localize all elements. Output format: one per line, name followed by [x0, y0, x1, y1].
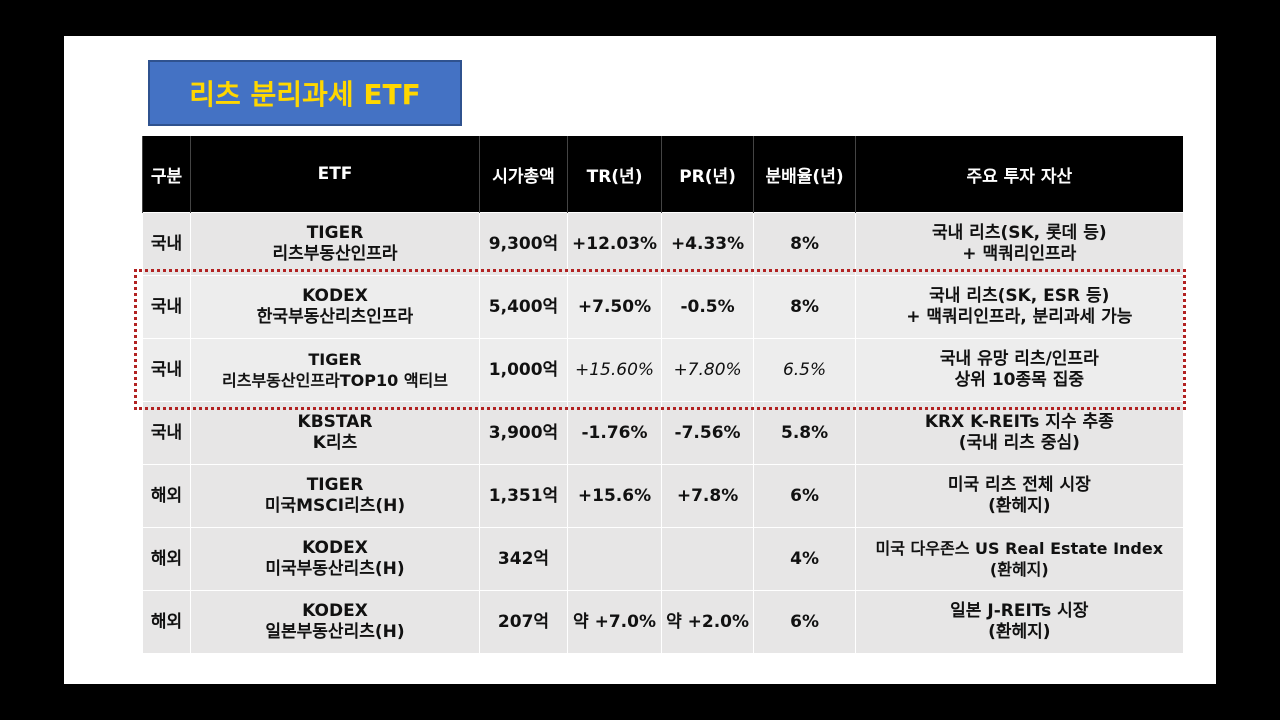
cell-assets: 국내 리츠(SK, 롯데 등) + 맥쿼리인프라 — [855, 212, 1183, 276]
header-pr: PR(년) — [661, 136, 754, 213]
asset-line-1: KRX K-REITs 지수 추종 — [924, 412, 1114, 432]
cell-etf: TIGER 리츠부동산인프라 — [190, 212, 480, 276]
etf-name: 리츠부동산인프라 — [272, 244, 398, 264]
table-row: 국내 KODEX 한국부동산리츠인프라 5,400억 +7.50% -0.5% 8… — [142, 275, 1183, 339]
cell-etf: KODEX 미국부동산리츠(H) — [190, 527, 480, 591]
cell-tr: -1.76% — [566, 401, 662, 465]
table-row: 국내 TIGER 리츠부동산인프라 9,300억 +12.03% +4.33% 8… — [142, 212, 1183, 276]
cell-assets: KRX K-REITs 지수 추종 (국내 리츠 중심) — [855, 401, 1183, 465]
cell-distribution: 5.8% — [753, 401, 856, 465]
cell-tr — [566, 527, 662, 591]
etf-brand: TIGER — [306, 475, 364, 495]
asset-line-1: 일본 J-REITs 시장 — [950, 601, 1089, 621]
etf-table: 구분 ETF 시가총액 TR(년) PR(년) 분배율(년) 주요 투자 자산 … — [142, 136, 1183, 653]
etf-name: 미국MSCI리츠(H) — [264, 496, 406, 516]
asset-line-1: 국내 유망 리츠/인프라 — [939, 349, 1099, 369]
cell-distribution: 8% — [753, 212, 856, 276]
cell-pr: -7.56% — [661, 401, 754, 465]
cell-tr: 약 +7.0% — [566, 590, 662, 653]
title-box: 리츠 분리과세 ETF — [148, 60, 462, 126]
cell-region: 해외 — [142, 464, 191, 528]
etf-brand: KBSTAR — [297, 412, 373, 432]
cell-distribution: 8% — [753, 275, 856, 339]
cell-market-cap: 207억 — [479, 590, 568, 653]
cell-etf: KODEX 한국부동산리츠인프라 — [190, 275, 480, 339]
cell-region: 국내 — [142, 401, 191, 465]
cell-assets: 미국 다우존스 US Real Estate Index (환헤지) — [855, 527, 1183, 591]
etf-brand: KODEX — [302, 538, 368, 558]
slide-title: 리츠 분리과세 ETF — [189, 78, 421, 111]
cell-pr: +7.8% — [661, 464, 754, 528]
cell-region: 국내 — [142, 275, 191, 339]
cell-pr: 약 +2.0% — [661, 590, 754, 653]
cell-pr — [661, 527, 754, 591]
asset-line-2: (국내 리츠 중심) — [958, 433, 1080, 453]
cell-region: 해외 — [142, 527, 191, 591]
header-market-cap: 시가총액 — [479, 136, 568, 213]
cell-region: 국내 — [142, 212, 191, 276]
cell-pr: +7.80% — [661, 338, 754, 402]
cell-assets: 국내 리츠(SK, ESR 등) + 맥쿼리인프라, 분리과세 가능 — [855, 275, 1183, 339]
cell-region: 국내 — [142, 338, 191, 402]
etf-name: K리츠 — [312, 433, 358, 453]
cell-pr: -0.5% — [661, 275, 754, 339]
asset-line-1: 미국 리츠 전체 시장 — [947, 475, 1091, 495]
asset-line-2: (환헤지) — [989, 560, 1049, 579]
cell-etf: TIGER 미국MSCI리츠(H) — [190, 464, 480, 528]
asset-line-2: + 맥쿼리인프라 — [962, 244, 1077, 264]
table-row: 국내 TIGER 리츠부동산인프라TOP10 액티브 1,000억 +15.60%… — [142, 338, 1183, 402]
cell-tr: +7.50% — [566, 275, 662, 339]
header-tr: TR(년) — [566, 136, 662, 213]
cell-assets: 국내 유망 리츠/인프라 상위 10종목 집중 — [855, 338, 1183, 402]
cell-pr: +4.33% — [661, 212, 754, 276]
cell-tr: +12.03% — [566, 212, 662, 276]
etf-name: 일본부동산리츠(H) — [265, 622, 405, 642]
cell-etf: TIGER 리츠부동산인프라TOP10 액티브 — [190, 338, 480, 402]
etf-brand: TIGER — [306, 223, 364, 243]
cell-market-cap: 1,000억 — [479, 338, 568, 402]
header-assets: 주요 투자 자산 — [855, 136, 1183, 213]
etf-brand: TIGER — [308, 350, 362, 369]
table-row: 국내 KBSTAR K리츠 3,900억 -1.76% -7.56% 5.8% K… — [142, 401, 1183, 465]
header-etf: ETF — [190, 136, 480, 213]
header-distribution: 분배율(년) — [753, 136, 856, 213]
cell-assets: 미국 리츠 전체 시장 (환헤지) — [855, 464, 1183, 528]
etf-brand: KODEX — [302, 286, 368, 306]
cell-distribution: 4% — [753, 527, 856, 591]
asset-line-1: 미국 다우존스 US Real Estate Index — [875, 539, 1164, 558]
table-row: 해외 KODEX 미국부동산리츠(H) 342억 4% 미국 다우존스 US Re… — [142, 527, 1183, 591]
etf-brand: KODEX — [302, 601, 368, 621]
asset-line-1: 국내 리츠(SK, ESR 등) — [929, 286, 1110, 306]
asset-line-1: 국내 리츠(SK, 롯데 등) — [931, 223, 1107, 243]
cell-tr: +15.6% — [566, 464, 662, 528]
table-row: 해외 KODEX 일본부동산리츠(H) 207억 약 +7.0% 약 +2.0% … — [142, 590, 1183, 653]
cell-market-cap: 5,400억 — [479, 275, 568, 339]
header-row: 구분 ETF 시가총액 TR(년) PR(년) 분배율(년) 주요 투자 자산 — [142, 136, 1183, 213]
cell-tr: +15.60% — [566, 338, 662, 402]
cell-distribution: 6.5% — [753, 338, 856, 402]
asset-line-2: (환헤지) — [988, 622, 1051, 642]
asset-line-2: (환헤지) — [988, 496, 1051, 516]
cell-assets: 일본 J-REITs 시장 (환헤지) — [855, 590, 1183, 653]
cell-market-cap: 1,351억 — [479, 464, 568, 528]
cell-market-cap: 9,300억 — [479, 212, 568, 276]
cell-market-cap: 3,900억 — [479, 401, 568, 465]
header-region: 구분 — [142, 136, 191, 213]
slide: 리츠 분리과세 ETF 구분 ETF 시가총액 TR(년) PR(년) 분배율(… — [64, 36, 1216, 684]
asset-line-2: + 맥쿼리인프라, 분리과세 가능 — [906, 307, 1133, 327]
asset-line-2: 상위 10종목 집중 — [954, 370, 1084, 390]
cell-distribution: 6% — [753, 464, 856, 528]
etf-name: 미국부동산리츠(H) — [265, 559, 405, 579]
cell-market-cap: 342억 — [479, 527, 568, 591]
cell-etf: KODEX 일본부동산리츠(H) — [190, 590, 480, 653]
etf-name: 한국부동산리츠인프라 — [256, 307, 414, 327]
cell-region: 해외 — [142, 590, 191, 653]
table-row: 해외 TIGER 미국MSCI리츠(H) 1,351억 +15.6% +7.8% … — [142, 464, 1183, 528]
cell-distribution: 6% — [753, 590, 856, 653]
etf-name: 리츠부동산인프라TOP10 액티브 — [222, 371, 448, 390]
cell-etf: KBSTAR K리츠 — [190, 401, 480, 465]
